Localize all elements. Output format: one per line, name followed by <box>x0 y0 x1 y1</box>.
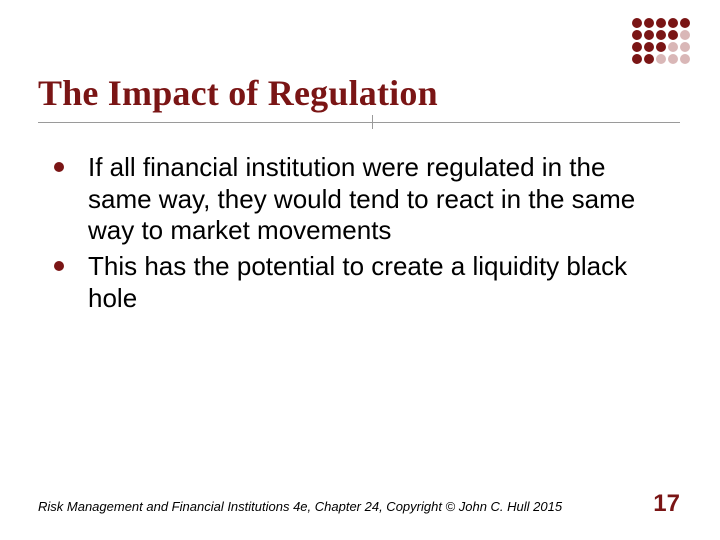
slide: The Impact of Regulation If all financia… <box>0 0 720 540</box>
footer-citation: Risk Management and Financial Institutio… <box>38 499 562 514</box>
corner-dot-icon <box>668 54 678 64</box>
bullet-icon <box>54 261 64 271</box>
corner-dot-icon <box>668 42 678 52</box>
corner-dot-icon <box>656 42 666 52</box>
bullet-text: This has the potential to create a liqui… <box>88 251 666 314</box>
list-item: If all financial institution were regula… <box>54 152 666 247</box>
corner-dot-icon <box>644 42 654 52</box>
corner-dot-icon <box>668 18 678 28</box>
bullet-list: If all financial institution were regula… <box>54 152 666 319</box>
corner-dot-icon <box>668 30 678 40</box>
corner-dot-icon <box>656 18 666 28</box>
corner-dot-icon <box>632 42 642 52</box>
corner-dot-icon <box>680 42 690 52</box>
corner-dot-icon <box>644 18 654 28</box>
bullet-text: If all financial institution were regula… <box>88 152 666 247</box>
title-tick-mark <box>372 115 373 129</box>
page-number: 17 <box>653 490 680 518</box>
list-item: This has the potential to create a liqui… <box>54 251 666 314</box>
corner-dot-icon <box>632 30 642 40</box>
corner-dot-icon <box>644 30 654 40</box>
corner-dot-icon <box>656 30 666 40</box>
corner-dot-icon <box>680 30 690 40</box>
corner-dot-icon <box>680 18 690 28</box>
corner-decoration <box>632 18 690 64</box>
corner-dot-icon <box>632 18 642 28</box>
corner-dot-icon <box>632 54 642 64</box>
corner-dot-icon <box>656 54 666 64</box>
corner-dot-icon <box>680 54 690 64</box>
bullet-icon <box>54 162 64 172</box>
slide-title: The Impact of Regulation <box>38 72 438 114</box>
corner-dot-icon <box>644 54 654 64</box>
title-underline <box>38 122 680 123</box>
